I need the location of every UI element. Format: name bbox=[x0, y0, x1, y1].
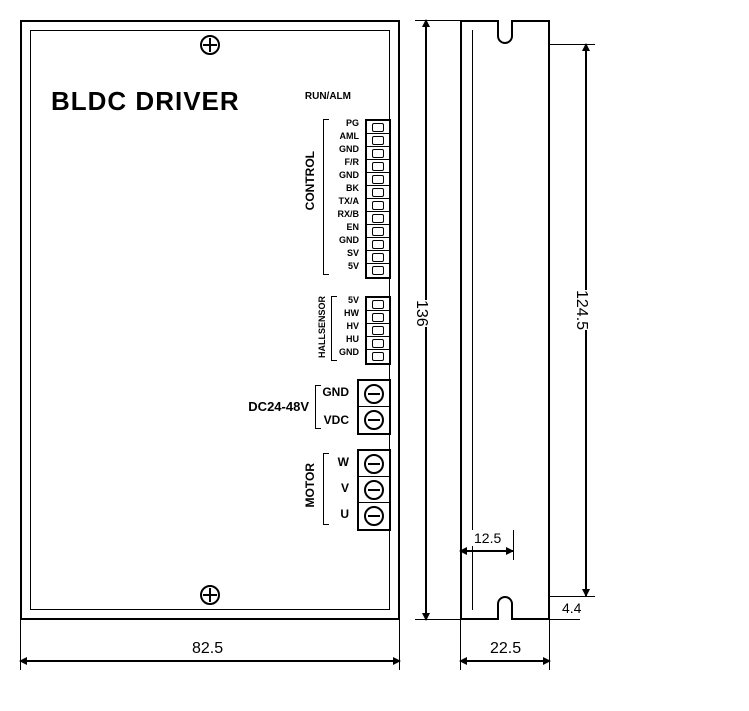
dim-extension-line bbox=[550, 619, 580, 620]
terminal-pin bbox=[367, 173, 389, 186]
height-inner-text: 124.5 bbox=[570, 290, 592, 330]
terminal-pin bbox=[359, 381, 389, 407]
terminal-pin bbox=[367, 238, 389, 251]
slot-offset-dimension-line bbox=[460, 550, 513, 552]
pin-label: SV bbox=[347, 248, 359, 258]
height-outer-text: 136 bbox=[410, 300, 432, 327]
motor-bracket-icon bbox=[323, 453, 329, 525]
power-range-label: DC24-48V bbox=[248, 399, 309, 414]
terminal-pin bbox=[367, 337, 389, 350]
drawing-container: BLDC DRIVER RUN/ALM bbox=[20, 20, 729, 620]
control-bracket-icon bbox=[323, 119, 329, 275]
terminal-pin bbox=[367, 264, 389, 277]
pin-label: 5V bbox=[348, 295, 359, 305]
mounting-slot-top-icon bbox=[497, 20, 513, 44]
hallsensor-bracket-icon bbox=[331, 296, 337, 361]
pin-label: RX/B bbox=[337, 209, 359, 219]
dim-extension-line bbox=[513, 530, 514, 560]
power-terminal-block bbox=[357, 379, 391, 435]
pin-label: AML bbox=[340, 131, 360, 141]
side-width-dimension-line bbox=[460, 660, 550, 662]
pin-label: GND bbox=[339, 347, 359, 357]
terminal-pin bbox=[367, 350, 389, 363]
dim-extension-line bbox=[460, 530, 461, 560]
side-width-text: 22.5 bbox=[488, 640, 523, 658]
power-bracket-icon bbox=[315, 385, 321, 429]
terminal-pin bbox=[359, 407, 389, 433]
terminal-pin bbox=[367, 121, 389, 134]
terminal-pin bbox=[359, 503, 389, 529]
terminal-pin bbox=[359, 477, 389, 503]
mounting-bolt-bottom-icon bbox=[200, 585, 220, 605]
product-title: BLDC DRIVER bbox=[51, 86, 240, 117]
pin-label: GND bbox=[339, 235, 359, 245]
terminal-pin bbox=[367, 311, 389, 324]
mounting-bolt-top-icon bbox=[200, 35, 220, 55]
terminal-pin bbox=[367, 199, 389, 212]
pin-label: GND bbox=[339, 170, 359, 180]
terminal-pin bbox=[367, 186, 389, 199]
pin-label: W bbox=[338, 455, 349, 469]
terminal-pin bbox=[367, 147, 389, 160]
pin-label: VDC bbox=[324, 413, 349, 427]
terminal-pin bbox=[367, 251, 389, 264]
dim-extension-line bbox=[550, 596, 580, 597]
front-inner-frame: BLDC DRIVER RUN/ALM bbox=[30, 30, 390, 610]
side-inner-line bbox=[472, 30, 473, 610]
hallsensor-section-label: HALLSENSOR bbox=[317, 296, 327, 358]
pin-label: TX/A bbox=[338, 196, 359, 206]
control-terminal-block bbox=[365, 119, 391, 279]
terminal-pin bbox=[367, 160, 389, 173]
pin-label: BK bbox=[346, 183, 359, 193]
pin-label: PG bbox=[346, 118, 359, 128]
pin-label: 5V bbox=[348, 261, 359, 271]
terminal-pin bbox=[367, 134, 389, 147]
hallsensor-terminal-block bbox=[365, 296, 391, 365]
terminal-pin bbox=[367, 298, 389, 311]
slot-offset-text: 12.5 bbox=[472, 530, 503, 546]
motor-section-label: MOTOR bbox=[303, 463, 317, 507]
terminal-pin bbox=[367, 225, 389, 238]
pin-label: EN bbox=[346, 222, 359, 232]
pin-label: F/R bbox=[345, 157, 360, 167]
terminal-pin bbox=[359, 451, 389, 477]
width-dimension-text: 82.5 bbox=[190, 640, 225, 658]
pin-label: V bbox=[341, 481, 349, 495]
mounting-slot-bottom-icon bbox=[497, 596, 513, 620]
front-view: BLDC DRIVER RUN/ALM bbox=[20, 20, 400, 620]
run-alm-label: RUN/ALM bbox=[305, 91, 351, 102]
pin-label: HW bbox=[344, 308, 359, 318]
pin-label: HV bbox=[346, 321, 359, 331]
pin-label: HU bbox=[346, 334, 359, 344]
slot-gap-text: 4.4 bbox=[560, 600, 583, 616]
motor-terminal-block bbox=[357, 449, 391, 531]
side-view: 136 124.5 12.5 4.4 22.5 bbox=[460, 20, 550, 620]
width-dimension-line bbox=[20, 660, 400, 662]
terminal-pin bbox=[367, 212, 389, 225]
pin-label: U bbox=[340, 507, 349, 521]
front-outer-frame: BLDC DRIVER RUN/ALM bbox=[20, 20, 400, 620]
control-section-label: CONTROL bbox=[303, 151, 317, 210]
pin-label: GND bbox=[322, 385, 349, 399]
pin-label: GND bbox=[339, 144, 359, 154]
terminal-pin bbox=[367, 324, 389, 337]
